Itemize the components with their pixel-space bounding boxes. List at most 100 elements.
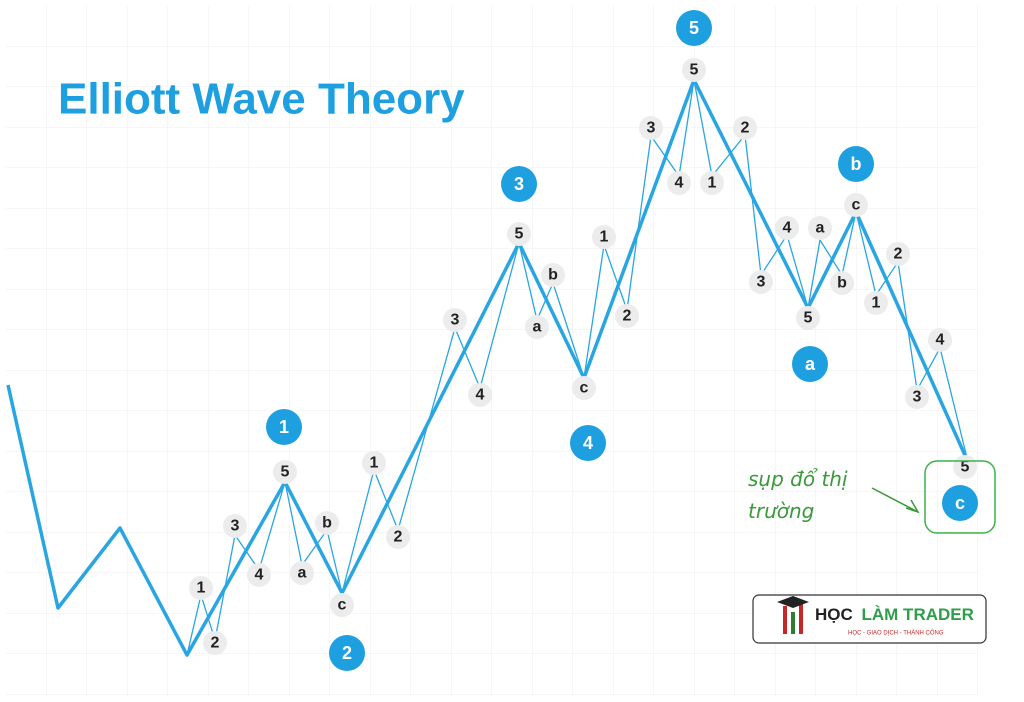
annotation-arrow [871, 487, 920, 514]
subwave-text: 4 [783, 220, 792, 237]
subwave-text: 2 [211, 635, 220, 652]
subwave-text: c [338, 597, 347, 614]
subwave-text: 1 [370, 455, 379, 472]
subwave-label: 5 [273, 460, 297, 484]
subwave-badge [525, 315, 549, 339]
subwave-label: 4 [775, 216, 799, 240]
subwave-text: b [322, 515, 332, 532]
subwave-label: 5 [953, 455, 977, 479]
subwave-text: 1 [197, 580, 206, 597]
subwave-label: 3 [749, 270, 773, 294]
subwave-text: 4 [255, 567, 264, 584]
wave-text: c [955, 493, 965, 513]
subwave-text: 5 [690, 62, 699, 79]
subwave-text: b [837, 275, 847, 292]
subwave-text: b [548, 267, 558, 284]
subwave-badge [330, 593, 354, 617]
title: Elliott Wave Theory [58, 75, 465, 124]
subwave-label: c [330, 593, 354, 617]
wave-badge [501, 166, 537, 202]
subwave-label: 1 [362, 451, 386, 475]
wave-label: 4 [570, 425, 606, 461]
subwave-text: 5 [515, 226, 524, 243]
subwave-badge [203, 631, 227, 655]
wave-badge [792, 346, 828, 382]
subwave-text: 2 [623, 308, 632, 325]
subwave-text: 5 [281, 464, 290, 481]
subwave-label: b [541, 263, 565, 287]
wave-text: 5 [689, 18, 699, 38]
subwave-badge [273, 460, 297, 484]
wave-badge [942, 485, 978, 521]
subwave-label: 4 [667, 171, 691, 195]
subwave-label: 1 [592, 225, 616, 249]
logo: HỌC LÀM TRADER HỌC - GIAO DỊCH - THÀNH C… [752, 594, 987, 644]
subwave-text: 3 [451, 312, 460, 329]
subwave-badge [468, 383, 492, 407]
wave-badge [266, 409, 302, 445]
subwave-badge [290, 561, 314, 585]
subwave-label: a [808, 216, 832, 240]
subwave-label: 1 [700, 171, 724, 195]
subwave-badge [639, 116, 663, 140]
subwave-text: 4 [675, 175, 684, 192]
subwave-text: 4 [936, 332, 945, 349]
subwave-label: 1 [864, 291, 888, 315]
wave-label: 1 [266, 409, 302, 445]
wave-label: 5 [676, 10, 712, 46]
subwave-badge [733, 116, 757, 140]
subwave-label: 2 [615, 304, 639, 328]
subwave-label: 2 [386, 525, 410, 549]
subwave-badge [830, 271, 854, 295]
main-wave-line [6, 78, 970, 657]
subwave-badge [362, 451, 386, 475]
subwave-badge [928, 328, 952, 352]
subwave-label: 4 [928, 328, 952, 352]
wave-label: 3 [501, 166, 537, 202]
subwave-label: c [844, 193, 868, 217]
subwave-label: 5 [682, 58, 706, 82]
subwave-label: 2 [733, 116, 757, 140]
subwave-text: 1 [708, 175, 717, 192]
wave-text: 3 [514, 174, 524, 194]
subwave-badge [682, 58, 706, 82]
annotation-line: trường [748, 499, 814, 523]
subwave-badge [667, 171, 691, 195]
subwave-badge [541, 263, 565, 287]
subwave-label: 2 [886, 242, 910, 266]
subwave-label: 5 [507, 222, 531, 246]
subwave-text: a [816, 220, 825, 237]
subwave-label: b [315, 511, 339, 535]
subwave-badge [700, 171, 724, 195]
subwave-badge [749, 270, 773, 294]
subwave-badge [615, 304, 639, 328]
subwave-text: a [298, 565, 307, 582]
subwave-label: 3 [905, 385, 929, 409]
wave-badge [329, 635, 365, 671]
subwave-text: 1 [872, 295, 881, 312]
logo-brand: HỌC [815, 605, 853, 624]
subwave-badge [443, 308, 467, 332]
subwave-label: 2 [203, 631, 227, 655]
subwave-label: a [290, 561, 314, 585]
subwave-badge [886, 242, 910, 266]
subwave-text: 4 [476, 387, 485, 404]
wave-label: a [792, 346, 828, 382]
subwave-label: 4 [468, 383, 492, 407]
wave-badge [838, 146, 874, 182]
subwave-label: 3 [639, 116, 663, 140]
subwave-badge [796, 306, 820, 330]
logo-tagline: HỌC - GIAO DỊCH - THÀNH CÔNG [848, 630, 944, 637]
wave-text: 4 [583, 433, 593, 453]
wave-badge [676, 10, 712, 46]
highlight-box [924, 460, 996, 534]
subwave-text: 5 [804, 310, 813, 327]
subwave-badge [507, 222, 531, 246]
subwave-label: c [572, 376, 596, 400]
subwave-label: 3 [443, 308, 467, 332]
subwave-badge [572, 376, 596, 400]
subwave-badge [808, 216, 832, 240]
subwave-label: b [830, 271, 854, 295]
wave-badge [570, 425, 606, 461]
subwave-badge [844, 193, 868, 217]
